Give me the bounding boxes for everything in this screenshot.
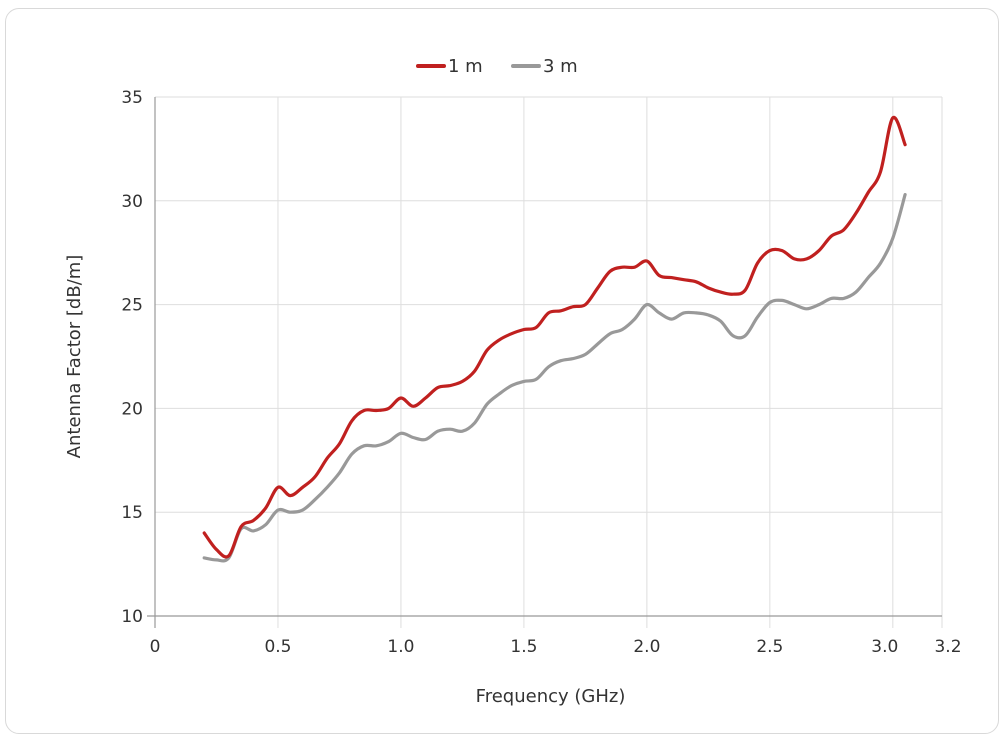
y-tick-label: 35	[121, 88, 143, 108]
axes	[147, 97, 942, 628]
x-tick-label: 2.5	[756, 637, 783, 657]
legend-label: 3 m	[543, 56, 578, 77]
tick-labels: 10 15 20 25 30 35 0 0.5 1.0 1.5 2.0 2.5 3.0 3.2	[121, 88, 961, 657]
x-tick-label: 3.0	[871, 637, 898, 657]
x-tick-label: 0.5	[264, 637, 291, 657]
legend: 1 m 3 m	[416, 56, 578, 77]
x-axis-label: Frequency (GHz)	[476, 686, 626, 707]
y-tick-label: 10	[121, 607, 143, 627]
x-tick-label: 3.2	[934, 637, 961, 657]
x-tick-label: 0	[150, 637, 161, 657]
series-lines	[202, 115, 907, 563]
y-axis-label: Antenna Factor [dB/m]	[64, 255, 85, 459]
grid-lines	[155, 96, 943, 628]
y-tick-label: 20	[121, 399, 143, 419]
y-tick-label: 30	[121, 192, 143, 212]
y-tick-label: 25	[121, 296, 143, 316]
chart-card	[5, 8, 999, 734]
x-tick-label: 1.0	[387, 637, 414, 657]
x-tick-label: 1.5	[510, 637, 537, 657]
series-line-1m	[202, 115, 907, 559]
x-tick-label: 2.0	[633, 637, 660, 657]
y-tick-label: 15	[121, 503, 143, 523]
series-line-3m	[202, 193, 907, 563]
legend-label: 1 m	[448, 56, 483, 77]
